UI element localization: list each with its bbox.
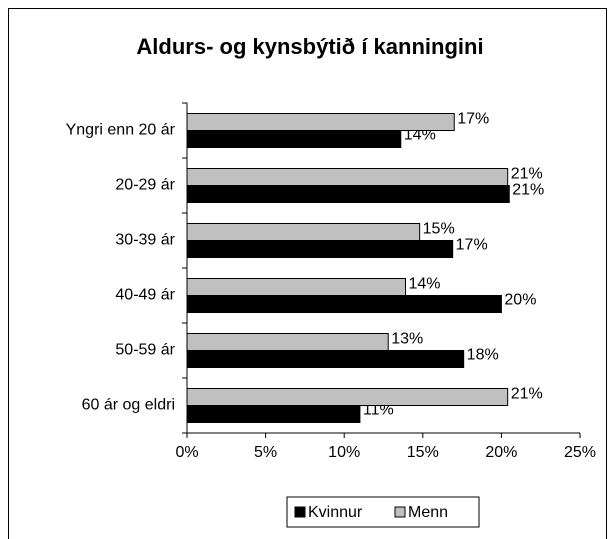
- x-tick-label: 5%: [254, 444, 277, 461]
- bar: [186, 350, 465, 368]
- x-tick-label: 20%: [485, 444, 517, 461]
- value-label: 13%: [391, 331, 423, 348]
- bar: [186, 168, 509, 186]
- legend-label: Kvinnur: [308, 504, 363, 521]
- bar: [186, 185, 510, 203]
- bar: [186, 333, 389, 351]
- bar: [186, 113, 455, 131]
- x-tick-label: 15%: [407, 444, 439, 461]
- bar: [186, 130, 402, 148]
- y-tick-label: 20-29 ár: [115, 177, 175, 194]
- value-label: 14%: [409, 276, 441, 293]
- legend-box: [286, 496, 480, 528]
- x-tick-label: 25%: [564, 444, 596, 461]
- bar: [186, 223, 421, 241]
- value-label: 21%: [512, 182, 544, 199]
- chart-title: Aldurs- og kynsbýtið í kanningini: [136, 34, 483, 59]
- y-tick-label: Yngri enn 20 ár: [66, 122, 176, 139]
- y-tick-label: 40-49 ár: [115, 287, 175, 304]
- bar: [186, 295, 502, 313]
- legend-swatch: [394, 506, 406, 518]
- legend-label: Menn: [408, 504, 448, 521]
- x-tick-label: 10%: [328, 444, 360, 461]
- value-label: 15%: [423, 221, 455, 238]
- y-tick-label: 30-39 ár: [115, 232, 175, 249]
- bar: [186, 240, 454, 258]
- y-tick-label: 60 ár og eldri: [82, 397, 175, 414]
- value-label: 17%: [456, 237, 488, 254]
- value-label: 17%: [457, 111, 489, 128]
- x-tick-label: 0%: [175, 444, 198, 461]
- bar: [186, 405, 361, 423]
- value-label: 21%: [511, 166, 543, 183]
- value-label: 21%: [511, 386, 543, 403]
- bar: [186, 278, 407, 296]
- bar: [186, 388, 509, 406]
- legend-swatch: [294, 506, 306, 518]
- y-tick-label: 50-59 ár: [115, 342, 175, 359]
- chart-frame: [8, 8, 607, 539]
- value-label: 20%: [504, 292, 536, 309]
- value-label: 18%: [467, 347, 499, 364]
